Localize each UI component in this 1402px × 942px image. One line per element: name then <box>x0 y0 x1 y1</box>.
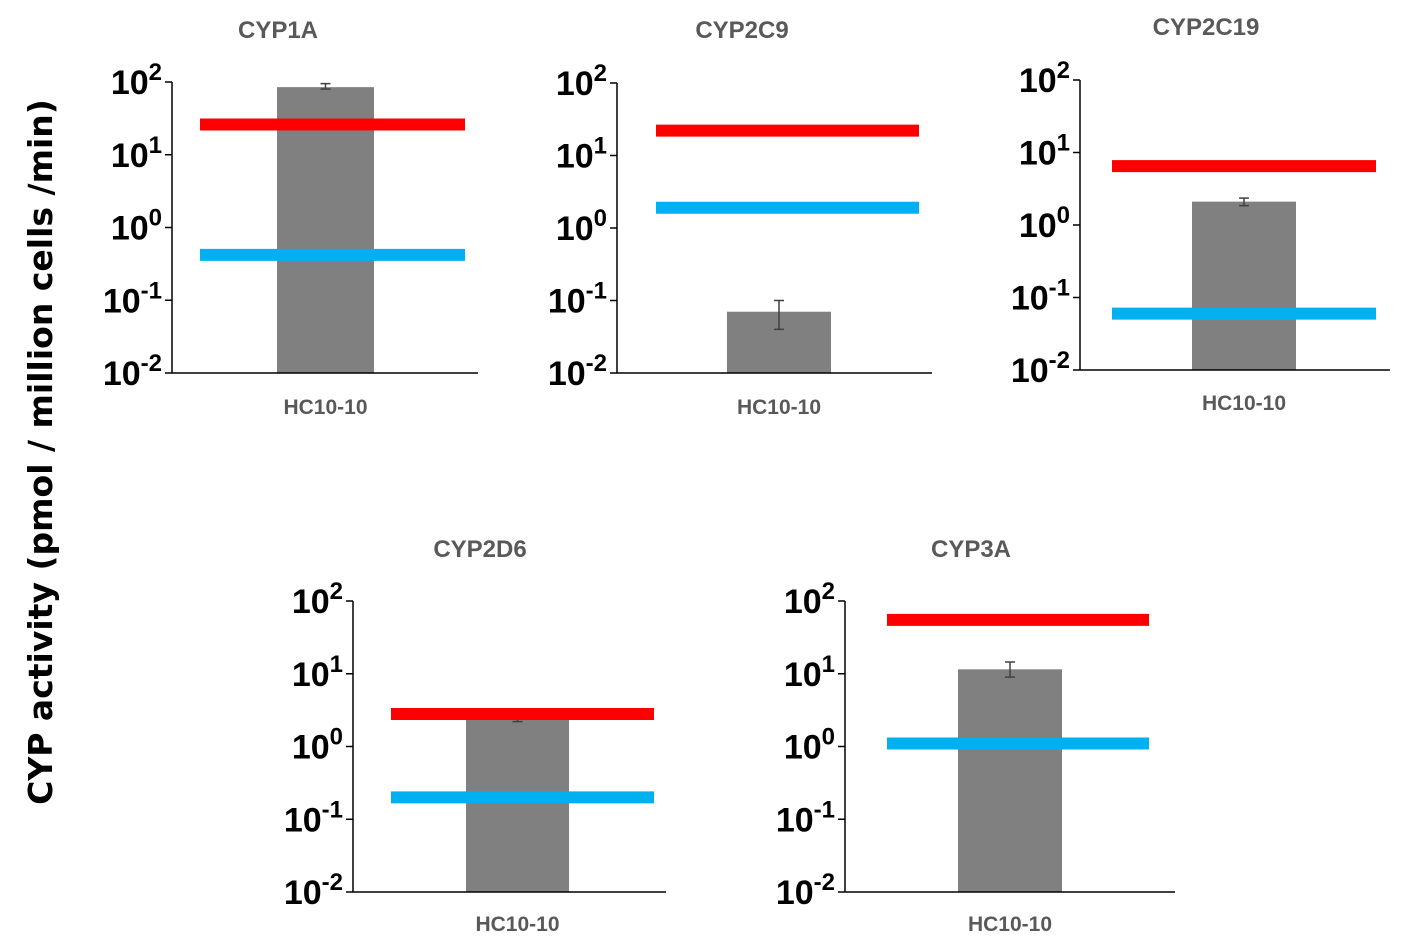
y-tick-label: 100 <box>784 724 835 767</box>
y-axis-label: CYP activity (pmol / million cells /min) <box>21 99 60 805</box>
y-tick-label: 10-2 <box>548 350 607 393</box>
y-tick-label: 10-1 <box>776 796 835 839</box>
y-tick-label: 100 <box>292 724 343 767</box>
chart-title: CYP2C9 <box>695 17 788 44</box>
y-tick-label: 102 <box>556 60 607 103</box>
y-tick-label: 100 <box>111 205 162 248</box>
bar <box>958 669 1062 892</box>
y-tick-label: 10-1 <box>103 277 162 320</box>
y-tick-label: 102 <box>1019 57 1070 100</box>
y-tick-label: 10-1 <box>548 278 607 321</box>
category-label: HC10-10 <box>283 396 367 419</box>
y-tick-label: 10-2 <box>284 869 343 912</box>
y-tick-label: 102 <box>784 578 835 621</box>
y-tick-label: 100 <box>1019 202 1070 245</box>
y-tick-label: 101 <box>292 651 343 694</box>
chart-title: CYP2D6 <box>433 536 526 563</box>
y-tick-label: 102 <box>111 59 162 102</box>
y-tick-label: 101 <box>111 132 162 175</box>
y-tick-label: 100 <box>556 205 607 248</box>
y-tick-label: 101 <box>1019 130 1070 173</box>
category-label: HC10-10 <box>968 913 1052 936</box>
y-tick-label: 101 <box>556 133 607 176</box>
category-label: HC10-10 <box>1202 392 1286 415</box>
y-tick-label: 10-2 <box>1011 347 1070 390</box>
y-tick-label: 10-2 <box>103 350 162 393</box>
y-tick-label: 10-2 <box>776 869 835 912</box>
y-tick-label: 10-1 <box>1011 275 1070 318</box>
bar <box>466 716 569 892</box>
y-tick-label: 10-1 <box>284 796 343 839</box>
category-label: HC10-10 <box>475 913 559 936</box>
chart-title: CYP3A <box>931 536 1011 563</box>
chart-title: CYP1A <box>238 17 318 44</box>
bar <box>277 87 374 374</box>
y-tick-label: 102 <box>292 578 343 621</box>
bar <box>1192 201 1296 370</box>
y-tick-label: 101 <box>784 651 835 694</box>
category-label: HC10-10 <box>737 396 821 419</box>
chart-title: CYP2C19 <box>1153 14 1260 41</box>
